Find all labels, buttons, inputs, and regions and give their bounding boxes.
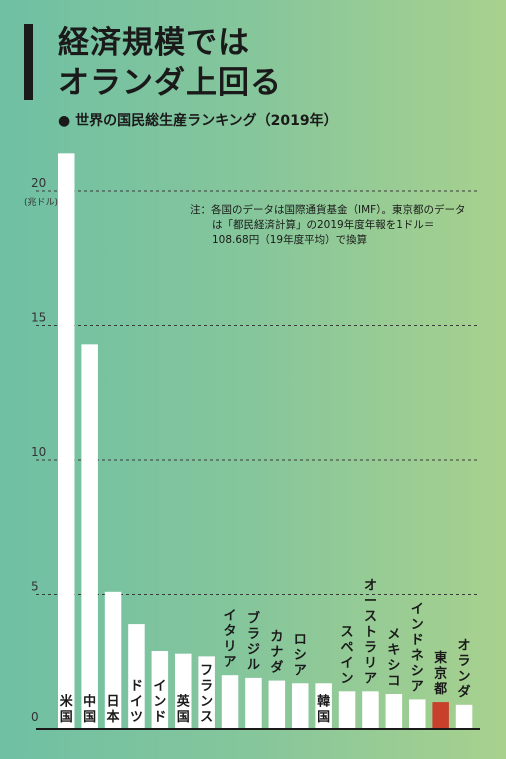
bar-15 [409,699,426,729]
chart-title-line1: 経済規模では [58,25,250,61]
category-label-11: 韓国 [317,694,330,726]
chart-title-line2: オランダ上回る [58,65,282,101]
category-label-9: カナダ [270,630,283,676]
chart-note: 注：各国のデータは国際通貨基金（IMF）。東京都のデータ は「都民経済計算」の2… [190,203,480,248]
category-label-13: オーストラリア [364,578,377,686]
bar-6 [198,656,215,729]
bar-17 [455,704,473,729]
note-line-3: 108.68円（19年度平均）で換算 [212,234,368,246]
chart-subtitle: ● 世界の国民総生産ランキング（2019年） [58,113,338,129]
category-label-0: 米国 [60,694,74,726]
category-label-5: 英国 [176,694,191,726]
y-tick-label-20: 20 [31,176,46,190]
category-label-3: ドイツ [130,679,143,725]
bar-9 [268,680,286,729]
bar-4 [151,650,169,729]
title-accent-bar [24,24,33,100]
y-tick-label-15: 15 [31,311,46,325]
category-label-15: インドネシア [411,602,424,695]
y-tick-label-0: 0 [31,710,39,724]
bar-3 [128,624,145,729]
bar-0 [58,153,75,730]
bar-12 [338,691,356,729]
bar-13 [362,691,379,729]
note-line-2: は「都民経済計算」の2019年度年報を1ドル＝ [212,219,435,231]
note-line-1: 注：各国のデータは国際通貨基金（IMF）。東京都のデータ [190,204,466,216]
category-label-17: オランダ [458,638,471,700]
y-tick-label-10: 10 [31,445,46,459]
bar-2 [104,591,122,729]
bar-5 [175,653,192,729]
bar-11 [315,683,332,729]
bar-14 [385,694,403,729]
bar-10 [292,683,309,729]
bar-7 [221,675,239,729]
bar-16 [432,702,449,729]
category-label-16: 東京都 [433,650,447,697]
bar-8 [245,677,262,729]
bar-1 [81,344,98,729]
category-label-2: 日本 [107,695,120,726]
category-label-10: ロシア [294,632,307,678]
category-label-14: メキシコ [387,628,400,690]
category-label-12: スペイン [341,625,354,687]
category-label-6: フランス [200,664,213,726]
y-axis-unit-label: (兆ドル) [24,197,58,208]
category-label-1: 中国 [83,694,96,726]
category-label-8: ブラジル [247,610,260,673]
category-label-7: イタリア [224,609,237,671]
category-label-4: インド [153,679,166,725]
y-tick-label-5: 5 [31,580,39,594]
